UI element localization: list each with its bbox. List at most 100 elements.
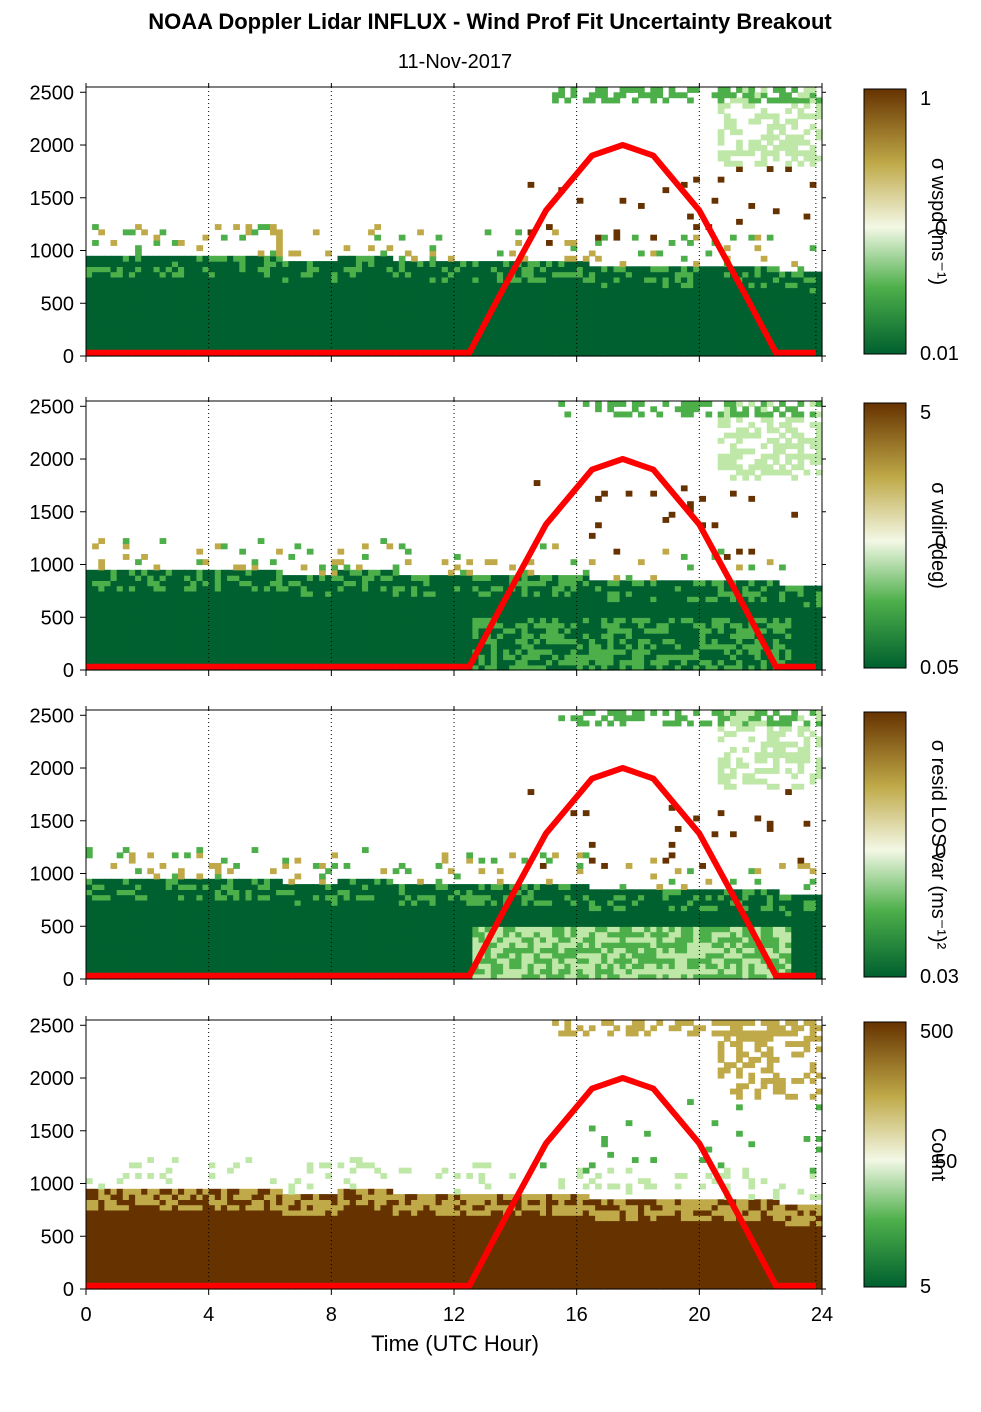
heatmap-cell — [429, 340, 437, 347]
heatmap-cell — [687, 596, 694, 603]
heatmap-cell — [668, 319, 676, 325]
heatmap-cell — [398, 590, 406, 597]
heatmap-cell — [815, 453, 823, 460]
heatmap-cell — [417, 638, 424, 645]
heatmap-cell — [417, 580, 424, 587]
heatmap-cell — [496, 308, 504, 315]
heatmap-cell — [312, 643, 320, 650]
heatmap-cell — [233, 585, 240, 592]
heatmap-cell — [386, 255, 394, 262]
heatmap-cell — [380, 345, 388, 352]
heatmap-cell — [98, 627, 105, 634]
heatmap-cell — [128, 324, 136, 331]
heatmap-cell — [128, 622, 136, 629]
heatmap-cell — [92, 298, 99, 304]
heatmap-cell — [546, 266, 553, 273]
heatmap-cell — [803, 622, 811, 629]
heatmap-cell — [552, 643, 559, 650]
heatmap-cell — [190, 303, 197, 310]
heatmap-cell — [619, 401, 627, 407]
heatmap-cell — [760, 664, 768, 671]
heatmap-cell — [754, 266, 762, 273]
heatmap-cell — [392, 633, 400, 639]
heatmap-cell — [171, 276, 179, 283]
heatmap-cell — [202, 319, 210, 325]
heatmap-cell — [288, 261, 296, 267]
heatmap-cell — [570, 575, 578, 581]
heatmap-cell — [386, 345, 394, 352]
heatmap-cell — [742, 664, 749, 671]
heatmap-cell — [539, 633, 547, 639]
heatmap-cell — [730, 601, 737, 608]
heatmap-cell — [711, 340, 719, 347]
heatmap-cell — [693, 601, 700, 608]
heatmap-cell — [815, 334, 823, 341]
heatmap-cell — [613, 266, 621, 273]
heatmap-cell — [619, 271, 627, 278]
heatmap-cell — [135, 271, 142, 278]
heatmap-cell — [398, 633, 406, 639]
heatmap-cell — [546, 638, 553, 645]
heatmap-cell — [447, 334, 455, 341]
heatmap-cell — [607, 622, 614, 629]
heatmap-cell — [779, 129, 786, 136]
heatmap-cell — [638, 292, 645, 299]
heatmap-cell — [527, 298, 535, 304]
heatmap-cell — [86, 910, 93, 917]
heatmap-cell — [791, 427, 798, 434]
heatmap-cell — [742, 617, 749, 624]
heatmap-cell — [576, 282, 584, 289]
heatmap-cell — [736, 469, 743, 476]
heatmap-cell — [748, 564, 756, 571]
heatmap-cell — [766, 276, 774, 283]
heatmap-cell — [392, 575, 400, 581]
heatmap-cell — [662, 340, 670, 347]
heatmap-cell — [362, 282, 369, 289]
heatmap-cell — [435, 345, 443, 352]
heatmap-cell — [791, 287, 798, 294]
heatmap-cell — [588, 617, 596, 624]
heatmap-cell — [797, 319, 805, 325]
heatmap-cell — [791, 324, 798, 331]
heatmap-cell — [631, 319, 639, 325]
heatmap-cell — [527, 266, 535, 273]
heatmap-cell — [607, 638, 614, 645]
heatmap-cell — [693, 648, 700, 655]
heatmap-cell — [509, 282, 516, 289]
heatmap-cell — [601, 266, 608, 273]
heatmap-cell — [355, 585, 363, 592]
heatmap-cell — [552, 229, 559, 236]
heatmap-cell — [490, 329, 498, 336]
heatmap-cell — [533, 633, 541, 639]
heatmap-cell — [454, 303, 461, 310]
heatmap-cell — [135, 250, 142, 257]
heatmap-cell — [466, 575, 473, 581]
heatmap-cell — [411, 580, 418, 587]
heatmap-cell — [619, 622, 627, 629]
heatmap-cell — [711, 334, 719, 341]
heatmap-cell — [110, 287, 118, 294]
heatmap-cell — [815, 298, 823, 304]
heatmap-cell — [331, 324, 338, 331]
heatmap-cell — [398, 282, 406, 289]
heatmap-cell — [797, 334, 805, 341]
heatmap-cell — [343, 622, 351, 629]
heatmap-cell — [509, 617, 516, 624]
heatmap-cell — [644, 659, 651, 666]
heatmap-cell — [319, 329, 326, 336]
heatmap-cell — [595, 627, 602, 634]
heatmap-cell — [662, 627, 670, 634]
heatmap-cell — [607, 345, 614, 352]
heatmap-cell — [791, 118, 798, 125]
heatmap-cell — [233, 627, 240, 634]
heatmap-cell — [196, 324, 204, 331]
heatmap-cell — [717, 324, 725, 331]
heatmap-cell — [760, 411, 768, 418]
heatmap-cell — [202, 590, 210, 597]
heatmap-cell — [815, 308, 823, 315]
heatmap-cell — [582, 596, 590, 603]
heatmap-cell — [233, 313, 240, 320]
heatmap-cell — [325, 606, 332, 613]
heatmap-cell — [785, 627, 792, 634]
heatmap-cell — [86, 282, 93, 289]
